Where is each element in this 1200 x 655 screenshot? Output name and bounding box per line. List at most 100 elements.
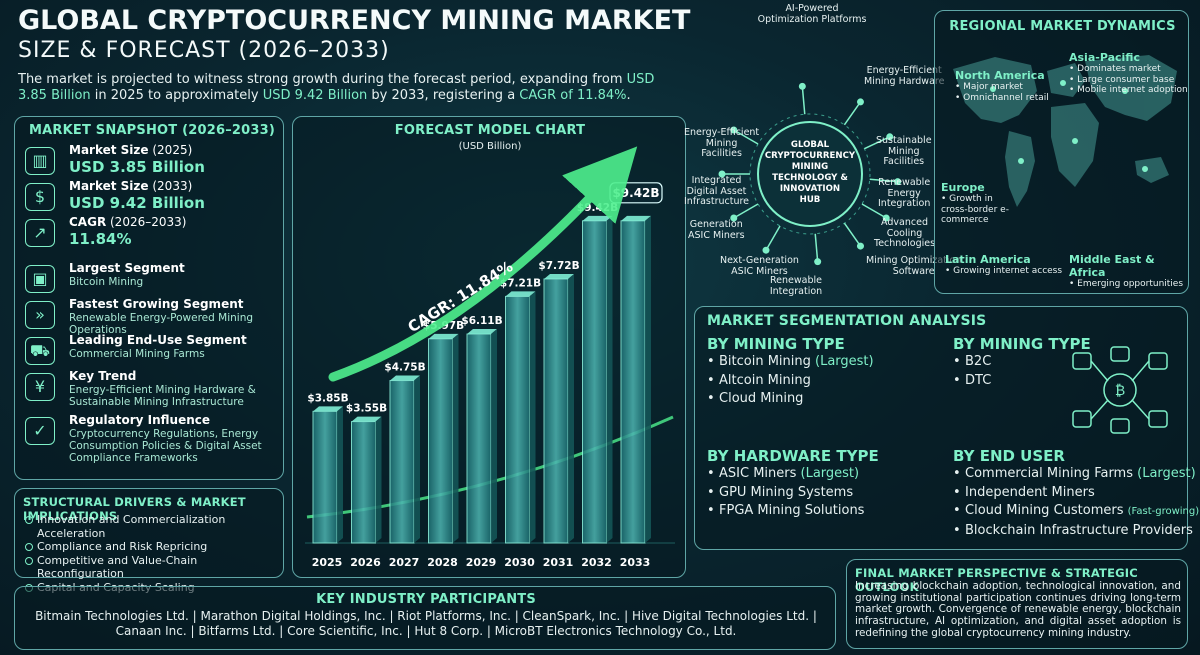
intro-part: . [626,88,631,103]
bar-side [491,329,497,543]
hub-node-renewable-int: Renewable Energy Integration [878,177,931,210]
intro-part: in 2025 to approximately [90,88,263,103]
segment-heading: BY HARDWARE TYPE [707,447,879,465]
bar-top [351,416,382,422]
snapshot-label-period: (2026–2033) [106,215,187,229]
market-snapshot-panel: MARKET SNAPSHOT (2026–2033) ▥ Market Size… [14,116,284,480]
snapshot-text: Commercial Mining Farms [69,348,205,360]
snapshot-label: Leading End-Use Segment [69,333,247,347]
snapshot-text: Cryptocurrency Regulations, Energy Consu… [69,428,262,464]
segment-item-text: Cloud Mining Customers [965,503,1128,518]
hub-node-dot [856,242,864,250]
region-item: Omnichannel retail [955,93,1049,104]
segment-hardware-type: BY HARDWARE TYPE ASIC Miners (Largest) G… [707,447,879,521]
hub-node-label: Mining [887,145,920,157]
region-item: Emerging opportunities [1069,279,1188,290]
segment-note: (Fast-growing) [1127,506,1200,517]
segment-heading: BY MINING TYPE [953,335,1091,353]
hub-node-dot [894,178,902,186]
region-item: Growing internet access [945,266,1062,277]
chart-bar [620,215,651,544]
participants-title: KEY INDUSTRY PARTICIPANTS [316,592,536,607]
region-name: North America [955,69,1045,82]
hub-spoke [869,178,898,183]
hub-spoke [843,222,862,247]
hub-node-label: ASIC Miners [731,265,788,277]
runner-icon: » [25,301,55,329]
hub-node-label: ASIC Miners [688,229,745,241]
trend-icon: ¥ [25,373,55,401]
hub-node-label: Facilities [701,148,742,159]
hub-node-label: Digital Asset [686,185,747,197]
x-tick-label: 2025 [312,556,343,569]
hub-node-label: Integration [769,285,823,297]
snapshot-item: ¥ Key Trend Energy-Efficient Mining Hardwa… [25,369,283,408]
bar-body [582,220,607,544]
region-asia-pacific: Asia-Pacific Dominates market Large cons… [1069,51,1188,96]
segment-item: FPGA Mining Solutions [707,502,879,521]
hub-node-dot [718,170,726,178]
hub-node-dot [798,82,806,90]
snapshot-label-main: Leading End-Use Segment [69,333,247,347]
snapshot-value: USD 9.42 Billion [69,194,205,212]
region-item: Mobile internet adoption [1069,85,1188,96]
region-north-america: North America Major market Omnichannel r… [955,69,1049,103]
bar-body [312,410,338,544]
hub-node-label: Mining Optimization [866,255,962,266]
segment-item: ASIC Miners (Largest) [707,465,879,484]
bar-top [505,291,536,297]
regulation-icon: ✓ [25,417,55,445]
hub-node-label: Sustainable [876,135,932,146]
snapshot-label: Market Size (2025) [69,143,192,157]
snapshot-item: ▣ Largest Segment Bitcoin Mining [25,261,283,297]
coins-icon: $ [25,183,55,211]
region-name: Middle East & Africa [1069,253,1155,279]
segmentation-title: MARKET SEGMENTATION ANALYSIS [707,313,987,329]
hub-node-dot [856,98,864,106]
snapshot-label: Largest Segment [69,261,185,275]
outlook-panel: FINAL MARKET PERSPECTIVE & STRATEGIC OUT… [846,559,1188,649]
hub-spoke [861,203,887,219]
hub-center-text: MINING [792,162,828,172]
hub-spoke [814,233,819,262]
chart-bar [582,215,613,544]
segment-item: B2C [953,353,1091,372]
segment-heading: BY END USER [953,447,1065,465]
segment-item: Blockchain Infrastructure Providers [953,522,1199,541]
page-title: GLOBAL CRYPTOCURRENCY MINING MARKET [18,5,691,36]
snapshot-text: Energy-Efficient Mining Hardware & Susta… [69,384,256,408]
hub-center-text: CRYPTOCURRENCY [765,151,856,161]
chart-subtitle: (USD Billion) [458,141,522,152]
cagr-arrow [328,146,638,382]
snapshot-label-main: CAGR [69,215,107,229]
mining-rig-icon: ▣ [25,265,55,293]
hub-node-label: Energy-Efficient [866,65,942,76]
hub-spoke [733,203,759,219]
hub-center-text: HUB [800,195,821,205]
snapshot-item: ⛟ Leading End-Use Segment Commercial Minin… [25,333,283,369]
chart-bar [428,333,459,544]
drivers-list: Innovation and Commercialization Acceler… [25,513,283,594]
hub-node-label: Integration [878,198,931,209]
hub-node-label: Integrated [691,175,742,186]
hub-node-label: AI-Powered [785,3,839,14]
x-tick-label: 2031 [543,556,574,569]
hub-spoke [801,86,806,115]
segment-heading: BY MINING TYPE [707,335,845,353]
bar-body [620,220,646,544]
hub-node-label: Next-Generation [720,255,799,266]
drivers-title: STRUCTURAL DRIVERS & MARKET IMPLICATIONS [23,495,246,523]
hub-node-energy-hw: Energy-Efficient Mining Hardware [864,65,944,87]
segment-item: Cloud Mining Customers (Fast-growing) [953,502,1199,522]
driver-item: Competitive and Value-Chain Reconfigurat… [25,554,283,581]
hub-node-mining-opt: Mining Optimization Software [866,255,962,277]
segment-item: DTC [953,372,1091,391]
bar-body [505,295,530,544]
snapshot-item: » Fastest Growing Segment Renewable Energy… [25,297,283,336]
hub-node-gen-asic: Generation ASIC Miners [688,219,745,241]
segment-end-user: BY END USER Commercial Mining Farms (Lar… [953,447,1199,540]
hub-node-dot [882,214,890,222]
segment-note: (Largest) [815,354,874,369]
snapshot-label-main: Largest Segment [69,261,185,275]
bar-top [467,329,497,335]
